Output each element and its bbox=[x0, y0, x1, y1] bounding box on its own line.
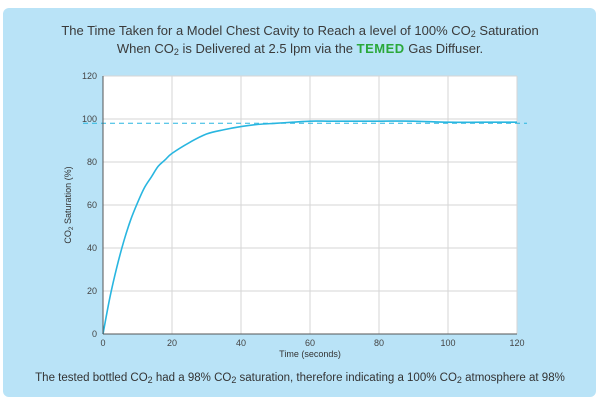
series-group bbox=[102, 120, 517, 335]
y-tick-label: 40 bbox=[87, 243, 97, 253]
chart-title-line-1: The Time Taken for a Model Chest Cavity … bbox=[61, 23, 539, 39]
x-tick-label: 40 bbox=[236, 338, 246, 348]
x-tick-label: 0 bbox=[100, 338, 105, 348]
x-axis-label: Time (seconds) bbox=[279, 349, 341, 359]
y-tick-label: 120 bbox=[82, 71, 97, 81]
x-tick-label: 100 bbox=[440, 338, 455, 348]
x-tick-label: 60 bbox=[305, 338, 315, 348]
y-axis-label: CO2 Saturation (%) bbox=[63, 166, 75, 243]
y-tick-label: 0 bbox=[92, 329, 97, 339]
chart-footnote: The tested bottled CO2 had a 98% CO2 sat… bbox=[35, 372, 565, 385]
chart-title-line-2: When CO2 is Delivered at 2.5 lpm via the… bbox=[116, 41, 484, 57]
x-tick-label: 120 bbox=[509, 338, 524, 348]
y-tick-label: 80 bbox=[87, 157, 97, 167]
temed-brand-logo: TEMED bbox=[356, 41, 405, 56]
y-tick-label: 20 bbox=[87, 286, 97, 296]
y-tick-label: 60 bbox=[87, 200, 97, 210]
x-tick-label: 20 bbox=[167, 338, 177, 348]
x-tick-label: 80 bbox=[374, 338, 384, 348]
y-tick-label: 100 bbox=[82, 114, 97, 124]
series-line-co2-saturation bbox=[102, 120, 517, 335]
axis-ticks: 0 20 40 60 80 100 120 0 20 40 60 80 100 120 bbox=[82, 71, 525, 348]
